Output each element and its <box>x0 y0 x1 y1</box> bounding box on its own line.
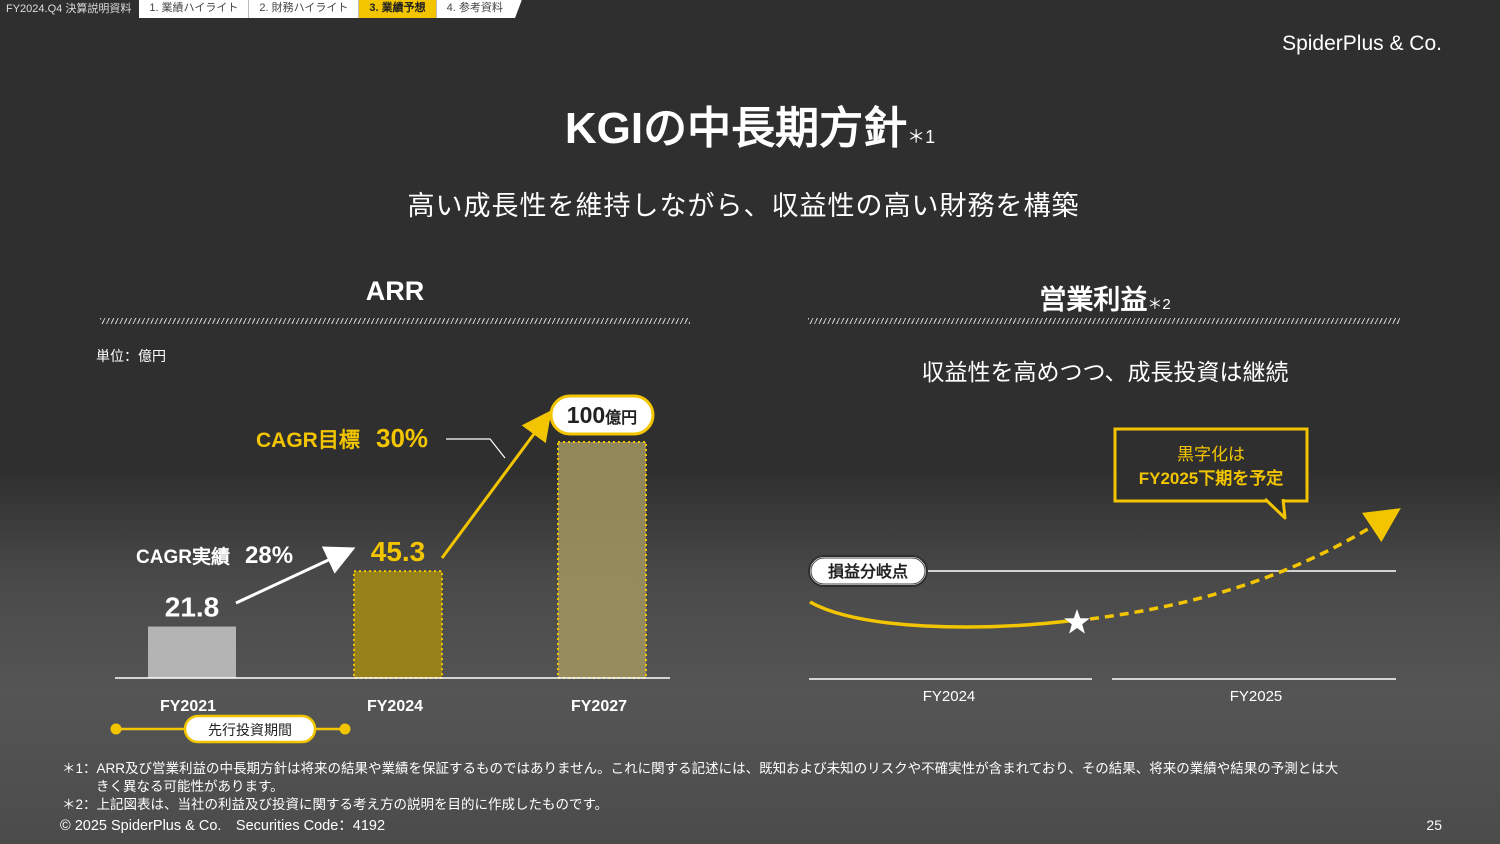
investment-period-badge <box>183 714 317 744</box>
footnote-1-cont: きく異なる可能性があります。 <box>96 779 284 794</box>
arr-divider <box>100 318 690 324</box>
company-logo: SpiderPlus & Co. <box>1282 32 1442 55</box>
op-title-text: 営業利益 <box>1039 285 1148 315</box>
callout-box <box>1113 427 1309 503</box>
cagr-target-value: 30% <box>376 423 428 453</box>
tab-highlights[interactable]: 1. 業績ハイライト <box>139 0 250 18</box>
callout-line-2: FY2025下期を予定 <box>1139 468 1284 488</box>
page-number: 25 <box>1426 817 1442 833</box>
cagr-actual-arrow <box>235 546 356 605</box>
breakeven-badge <box>808 555 928 587</box>
arr-bar-fy2021 <box>148 626 236 678</box>
target-value-number: 100 <box>567 402 605 428</box>
tab-forecast[interactable]: 3. 業績予想 <box>359 0 437 18</box>
op-x-label-fy2024: FY2024 <box>923 688 976 705</box>
arr-bar-fy2024 <box>353 570 443 679</box>
profit-curve-forecast <box>1089 508 1401 621</box>
op-x-label-fy2025: FY2025 <box>1230 688 1283 705</box>
arr-x-label-fy2027: FY2027 <box>571 698 627 715</box>
footnote-2-mark: ＊2： <box>62 797 97 812</box>
cagr-actual-label: CAGR実績 <box>136 545 230 568</box>
cagr-target-label: CAGR目標 <box>256 428 360 452</box>
footnote-1: ＊1：ARR及び営業利益の中長期方針は将来の結果や業績を保証するものではありませ… <box>62 757 1338 777</box>
tab-financial[interactable]: 2. 財務ハイライト <box>249 0 360 18</box>
investment-period-end-dot <box>339 723 351 735</box>
op-subtitle: 収益性を高めつつ、成長投資は継続 <box>921 359 1289 385</box>
city-background <box>0 470 1500 844</box>
callout-line-1: 黒字化は <box>1177 445 1245 464</box>
copyright: © 2025 SpiderPlus & Co. Securities Code：… <box>60 818 386 834</box>
document-label: FY2024.Q4 決算説明資料 <box>0 0 140 18</box>
footnote-1-text: ARR及び営業利益の中長期方針は将来の結果や業績を保証するものではありません。こ… <box>96 761 1339 776</box>
arr-x-label-fy2024: FY2024 <box>367 698 423 715</box>
title-text: KGIの中長期方針 <box>564 104 908 153</box>
target-value-text: 100億円 <box>567 402 637 428</box>
section-nav: FY2024.Q4 決算説明資料 1. 業績ハイライト 2. 財務ハイライト 3… <box>0 0 522 18</box>
footnote-2: ＊2：上記図表は、当社の利益及び投資に関する考え方の説明を目的に作成したものです… <box>62 793 608 813</box>
callout-pointer <box>1263 497 1287 520</box>
breakeven-star-icon <box>1064 609 1090 634</box>
cagr-actual-value: 28% <box>245 542 293 569</box>
arr-bar-fy2027 <box>557 441 647 679</box>
investment-period-label: 先行投資期間 <box>208 722 292 738</box>
page-title: KGIの中長期方針＊1 <box>0 92 1500 156</box>
target-value-unit: 億円 <box>605 408 637 427</box>
op-divider <box>808 318 1400 324</box>
arr-section-title: ARR <box>365 276 425 306</box>
page-subtitle: 高い成長性を維持しながら、収益性の高い財務を構築 <box>407 191 1080 221</box>
title-footnote-mark: ＊1 <box>907 127 936 147</box>
breakeven-badge-inner <box>810 557 926 585</box>
op-footnote-mark: ＊2 <box>1147 296 1171 313</box>
breakeven-label: 損益分岐点 <box>828 562 908 581</box>
cagr-target-arrow <box>440 410 552 559</box>
profit-curve-actual <box>809 600 1078 629</box>
tab-reference[interactable]: 4. 参考資料 <box>436 0 522 18</box>
footnote-2-text: 上記図表は、当社の利益及び投資に関する考え方の説明を目的に作成したものです。 <box>96 797 609 812</box>
target-value-bubble <box>549 394 655 436</box>
arr-value-label-fy2021: 21.8 <box>165 592 220 623</box>
arr-x-label-fy2021: FY2021 <box>160 698 216 715</box>
arr-value-label-fy2024: 45.3 <box>371 536 426 567</box>
investment-period-start-dot <box>110 723 122 735</box>
op-section-title: 営業利益＊2 <box>810 278 1400 317</box>
footnote-1-mark: ＊1： <box>62 761 97 776</box>
cagr-target-leader <box>446 438 506 459</box>
unit-label: 単位：億円 <box>96 348 166 364</box>
arr-chart: FY2021 21.8 FY2024 45.3 FY2027 <box>148 441 647 715</box>
